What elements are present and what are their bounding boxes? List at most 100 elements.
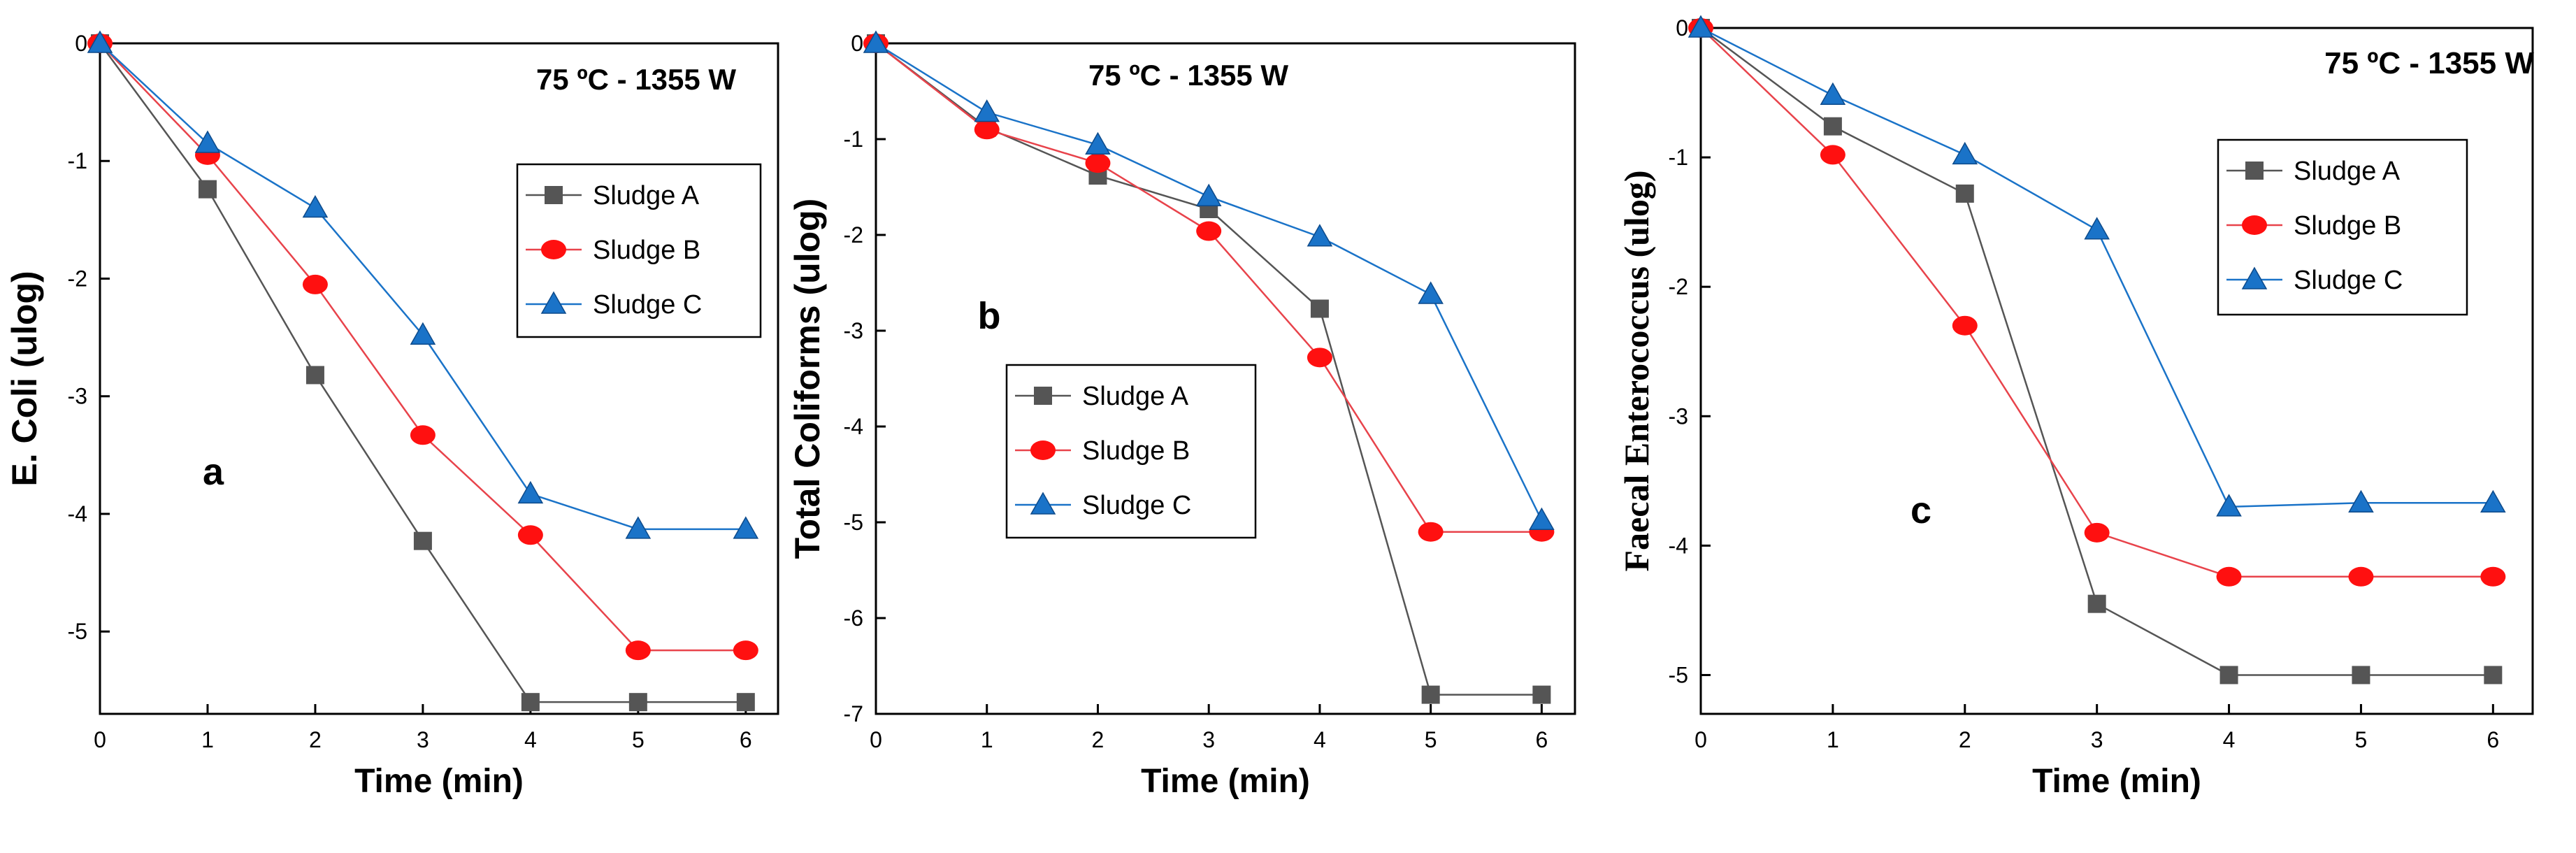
x-tick-label: 6 bbox=[1535, 727, 1548, 752]
panel-label: c bbox=[1911, 489, 1931, 531]
legend-label: Sludge A bbox=[2294, 157, 2401, 186]
condition-annotation: 75 ºC - 1355 W bbox=[2324, 46, 2534, 80]
y-tick-label: 0 bbox=[75, 31, 87, 56]
legend-marker bbox=[545, 186, 563, 204]
x-axis-title: Time (min) bbox=[1141, 763, 1310, 800]
data-point bbox=[302, 274, 328, 294]
data-point bbox=[198, 180, 217, 199]
y-axis-title: Faecal Enterococcus (ulog) bbox=[1617, 171, 1656, 572]
data-point bbox=[1952, 141, 1978, 165]
legend-label: Sludge A bbox=[593, 181, 700, 210]
legend-label: Sludge B bbox=[2294, 211, 2401, 241]
x-tick-label: 4 bbox=[524, 727, 537, 752]
y-tick-label: -5 bbox=[844, 510, 863, 535]
legend-label: Sludge B bbox=[1082, 436, 1190, 466]
x-tick-label: 1 bbox=[201, 727, 214, 752]
data-point bbox=[194, 130, 221, 153]
data-point bbox=[1532, 685, 1551, 704]
x-tick-label: 0 bbox=[1694, 727, 1707, 752]
x-tick-label: 4 bbox=[2223, 727, 2236, 752]
condition-annotation: 75 ºC - 1355 W bbox=[536, 63, 736, 96]
data-point bbox=[305, 366, 324, 385]
data-point bbox=[1421, 685, 1440, 704]
data-point bbox=[2084, 522, 2110, 543]
data-point bbox=[733, 516, 759, 539]
series-sludge-c bbox=[1688, 15, 2506, 517]
y-tick-label: -1 bbox=[68, 148, 87, 173]
y-tick-label: -4 bbox=[844, 414, 863, 439]
x-tick-label: 4 bbox=[1314, 727, 1326, 752]
x-axis-title: Time (min) bbox=[354, 763, 524, 800]
data-point bbox=[517, 525, 543, 545]
series-sludge-c bbox=[87, 30, 759, 539]
y-tick-label: -6 bbox=[844, 605, 863, 631]
data-point bbox=[87, 30, 113, 53]
data-point bbox=[1820, 82, 1846, 105]
x-tick-label: 5 bbox=[1425, 727, 1437, 752]
x-tick-label: 6 bbox=[740, 727, 752, 752]
y-tick-label: -3 bbox=[1669, 403, 1688, 429]
data-point bbox=[2216, 494, 2242, 517]
data-point bbox=[1085, 131, 1111, 155]
y-tick-label: -2 bbox=[844, 222, 863, 248]
y-tick-label: -4 bbox=[1669, 533, 1688, 558]
y-tick-label: -5 bbox=[68, 619, 87, 644]
data-point bbox=[1196, 221, 1222, 241]
y-axis-title: E. Coli (ulog) bbox=[5, 271, 44, 486]
x-tick-label: 3 bbox=[2091, 727, 2103, 752]
y-tick-label: -4 bbox=[68, 501, 87, 526]
y-axis-title: Total Coliforms (ulog) bbox=[788, 199, 827, 559]
x-axis-title: Time (min) bbox=[2032, 763, 2201, 800]
data-point bbox=[2219, 666, 2238, 684]
y-tick-label: -7 bbox=[844, 701, 863, 726]
data-point bbox=[2480, 489, 2506, 513]
data-point bbox=[2352, 666, 2370, 684]
data-point bbox=[1823, 117, 1842, 136]
legend-label: Sludge A bbox=[1082, 382, 1189, 411]
data-point bbox=[974, 99, 1000, 122]
data-point bbox=[2484, 666, 2503, 684]
y-tick-label: -5 bbox=[1669, 662, 1688, 687]
legend-marker bbox=[541, 240, 566, 259]
data-point bbox=[1307, 347, 1332, 368]
y-tick-label: -1 bbox=[1669, 145, 1688, 170]
legend-marker bbox=[1030, 440, 1056, 460]
legend-label: Sludge B bbox=[593, 236, 700, 265]
legend: Sludge A Sludge B Sludge C bbox=[1005, 364, 1257, 539]
y-tick-label: -1 bbox=[844, 127, 863, 152]
chart-panel-a: 0 1 2 3 4 5 6 0 -1 -2 -3 -4 -5 Time (min) E. Coli (ulo… bbox=[5, 30, 779, 800]
data-point bbox=[2348, 489, 2374, 513]
plot-frame bbox=[1699, 27, 2534, 715]
y-tick-label: -2 bbox=[68, 266, 87, 291]
legend-marker bbox=[1034, 387, 1052, 405]
data-point bbox=[1418, 522, 1444, 542]
x-tick-label: 2 bbox=[1092, 727, 1104, 752]
x-tick-label: 5 bbox=[632, 727, 645, 752]
data-point bbox=[1955, 184, 1974, 203]
data-point bbox=[517, 480, 544, 504]
legend-marker bbox=[540, 291, 567, 314]
data-point bbox=[625, 516, 652, 539]
data-point bbox=[1085, 153, 1111, 173]
legend-marker bbox=[2241, 266, 2268, 289]
x-tick-label: 1 bbox=[981, 727, 993, 752]
legend-label: Sludge C bbox=[2294, 266, 2403, 295]
y-tick-label: -3 bbox=[844, 318, 863, 343]
data-point bbox=[1418, 281, 1444, 304]
data-point bbox=[863, 30, 889, 53]
data-point bbox=[736, 693, 755, 712]
series-sludge-b bbox=[1688, 18, 2506, 587]
plot-frame bbox=[875, 42, 1576, 715]
x-tick-label: 2 bbox=[1959, 727, 1971, 752]
x-tick-label: 6 bbox=[2487, 727, 2499, 752]
x-tick-label: 3 bbox=[1202, 727, 1215, 752]
legend-label: Sludge C bbox=[593, 290, 702, 320]
data-point bbox=[974, 120, 1000, 140]
data-point bbox=[1529, 507, 1555, 531]
legend: Sludge A Sludge B Sludge C bbox=[2217, 138, 2468, 316]
chart-panel-c: 0 1 2 3 4 5 6 0 -1 -2 -3 -4 -5 Time (min) Faecal Enter… bbox=[1617, 15, 2534, 800]
data-point bbox=[410, 322, 436, 345]
legend-marker bbox=[2242, 215, 2267, 235]
data-point bbox=[1952, 315, 1978, 336]
